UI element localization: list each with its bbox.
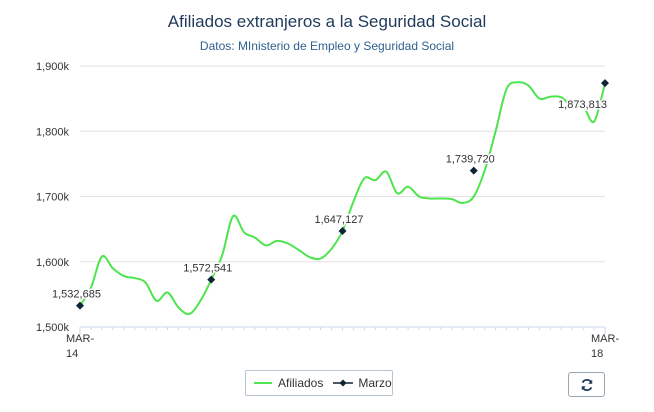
legend: Afiliados Marzo (245, 370, 393, 396)
y-tick-label: 1,600k (36, 257, 70, 269)
y-tick-label: 1,700k (36, 192, 70, 204)
x-tick-label: MAR- (66, 333, 94, 345)
chart-title: Afiliados extranjeros a la Seguridad Soc… (167, 12, 487, 31)
chart-subtitle: Datos: MInisterio de Empleo y Seguridad … (199, 39, 455, 53)
data-labels-layer: 1,532,685 1,572,541 1,647,127 1,739,720 1,87… (51, 98, 609, 303)
marzo-point-marker (76, 301, 84, 310)
x-tick-label: MAR- (591, 333, 619, 345)
y-tick-label: 1,800k (36, 126, 70, 138)
marzo-point-marker (207, 275, 216, 284)
y-axis-ticks: 1,500k 1,600k 1,700k 1,800k 1,900k (36, 61, 70, 334)
data-label: 1,647,127 (315, 214, 364, 226)
legend-item-marzo[interactable]: Marzo (332, 376, 392, 390)
data-label: 1,532,685 (52, 289, 101, 301)
y-tick-label: 1,900k (36, 61, 70, 73)
marzo-point-marker (601, 79, 609, 88)
legend-label-afiliados: Afiliados (278, 376, 324, 390)
refresh-icon (581, 378, 592, 391)
x-tick-label: 18 (591, 348, 603, 360)
marzo-marker-swatch (333, 379, 354, 387)
afiliados-series-line (79, 81, 606, 316)
afiliados-line-swatch (254, 382, 272, 384)
data-label: 1,739,720 (446, 154, 495, 166)
x-tick-label: 14 (66, 348, 78, 360)
series-layer (76, 79, 609, 316)
data-label: 1,873,813 (558, 99, 607, 111)
marzo-point-marker (338, 226, 347, 235)
grid-lines (80, 65, 605, 263)
y-tick-label: 1,500k (36, 322, 70, 334)
refresh-button[interactable] (568, 372, 605, 397)
legend-item-afiliados[interactable]: Afiliados (253, 376, 323, 390)
legend-label-marzo: Marzo (358, 376, 392, 390)
x-axis: MAR- 14 MAR- 18 (66, 326, 619, 360)
data-label: 1,572,541 (183, 263, 232, 275)
marzo-point-marker (469, 166, 478, 175)
